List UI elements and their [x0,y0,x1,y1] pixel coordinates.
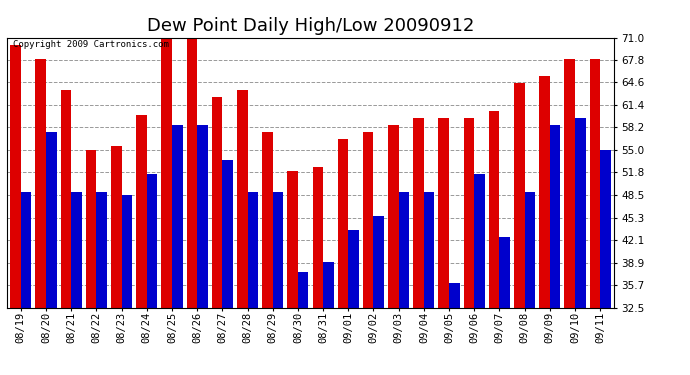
Bar [449,283,460,375]
Bar [373,216,384,375]
Bar [237,90,248,375]
Bar [399,192,409,375]
Bar [424,192,435,375]
Bar [186,30,197,375]
Bar [71,192,81,375]
Bar [540,76,550,375]
Bar [474,174,485,375]
Bar [550,125,560,375]
Bar [514,83,524,375]
Bar [500,237,510,375]
Bar [147,174,157,375]
Bar [337,139,348,375]
Bar [161,34,172,375]
Bar [323,262,334,375]
Bar [61,90,71,375]
Bar [590,58,600,375]
Bar [273,192,284,375]
Bar [212,97,222,375]
Bar [35,58,46,375]
Bar [46,132,57,375]
Bar [438,118,449,375]
Bar [86,150,97,375]
Bar [262,132,273,375]
Bar [348,230,359,375]
Bar [10,45,21,375]
Title: Dew Point Daily High/Low 20090912: Dew Point Daily High/Low 20090912 [147,16,474,34]
Bar [388,125,399,375]
Bar [313,167,323,375]
Bar [298,272,308,375]
Bar [363,132,373,375]
Bar [287,171,298,375]
Bar [464,118,474,375]
Bar [97,192,107,375]
Bar [600,150,611,375]
Bar [413,118,424,375]
Bar [575,118,586,375]
Bar [222,160,233,375]
Bar [21,192,31,375]
Bar [121,195,132,375]
Bar [489,111,500,375]
Bar [111,146,121,375]
Bar [172,125,183,375]
Text: Copyright 2009 Cartronics.com: Copyright 2009 Cartronics.com [13,40,169,49]
Bar [197,125,208,375]
Bar [524,192,535,375]
Bar [248,192,258,375]
Bar [564,58,575,375]
Bar [136,115,147,375]
